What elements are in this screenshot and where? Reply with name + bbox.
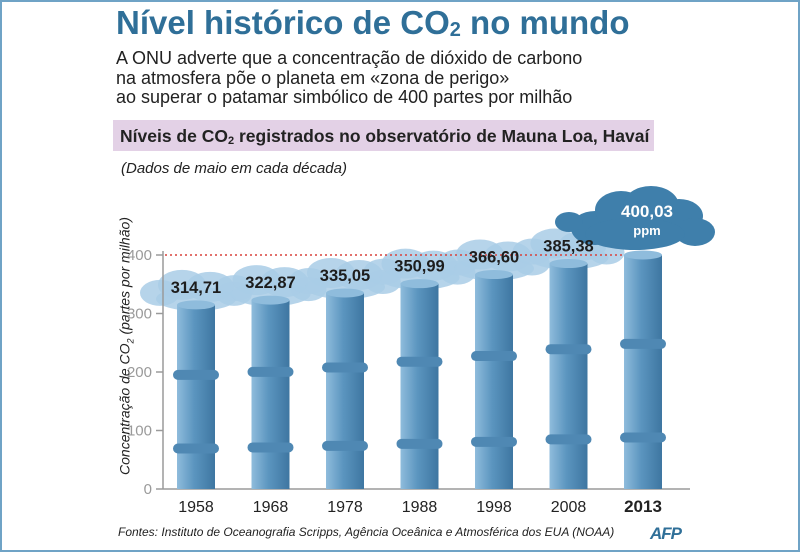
bar	[475, 274, 513, 489]
bar-layer	[173, 250, 666, 489]
bar-band	[247, 366, 294, 377]
y-tick-label: 400	[127, 247, 152, 264]
x-tick-label: 1958	[178, 499, 214, 516]
source-note: Fontes: Instituto de Oceanografia Scripp…	[118, 525, 615, 539]
y-tick-label: 300	[127, 306, 152, 323]
bar-band	[471, 436, 517, 447]
data-label: 350,99	[394, 258, 444, 276]
bar-cap	[177, 300, 215, 310]
subtitle-line: A ONU adverte que a concentração de dióx…	[116, 48, 583, 68]
bar-band	[173, 443, 219, 454]
data-label: 314,71	[171, 279, 221, 297]
data-label-unit: ppm	[633, 223, 660, 238]
x-tick-label: 1978	[327, 499, 363, 516]
cloud-puff	[528, 245, 609, 270]
bar	[326, 292, 364, 489]
bar	[549, 263, 588, 489]
cloud-puff	[230, 282, 311, 307]
data-label: 322,87	[245, 274, 295, 292]
data-note: (Dados de maio em cada década)	[121, 160, 347, 177]
cloud-puff	[305, 274, 385, 299]
bar-band	[545, 434, 592, 445]
bar-band	[396, 438, 443, 449]
cloud-puff	[555, 212, 583, 232]
bar-cap	[326, 288, 364, 298]
x-axis: 1958 1968 1978 1988 1998 2008 2013	[178, 497, 662, 516]
subtitle-line: ao superar o patamar simbólico de 400 pa…	[116, 87, 573, 107]
x-tick-label: 2008	[551, 499, 587, 516]
bar-band	[247, 442, 294, 453]
y-tick-label: 200	[127, 364, 152, 381]
cloud-puff	[454, 256, 534, 281]
cloud-puff	[379, 265, 460, 290]
bar-cap	[251, 295, 290, 305]
x-tick-label: 1988	[402, 499, 438, 516]
data-label: 335,05	[320, 267, 370, 285]
cloud-layer	[140, 186, 715, 311]
cloud-puff	[585, 218, 685, 250]
afp-logo: AFP	[650, 524, 682, 543]
data-label: 400,03	[621, 202, 673, 221]
bar-cap	[549, 259, 588, 269]
bar-cap	[475, 270, 513, 280]
bar-band	[322, 362, 368, 373]
data-label: 385,38	[543, 238, 593, 256]
page-title: Nível histórico de CO2 no mundo	[116, 4, 630, 41]
cloud-puff	[675, 218, 715, 246]
data-label: 366,60	[469, 249, 519, 267]
bar-cap	[624, 250, 662, 260]
section-heading: Níveis de CO2 registrados no observatóri…	[120, 126, 650, 147]
bar-band	[173, 369, 219, 380]
y-tick-label: 0	[144, 481, 152, 498]
x-tick-label: 2013	[624, 497, 662, 516]
x-tick-label: 1998	[476, 499, 512, 516]
bar	[251, 300, 290, 489]
section-band	[113, 120, 654, 151]
bar-band	[620, 338, 666, 349]
bar-band	[620, 432, 666, 443]
bar-band	[545, 344, 592, 355]
subtitle: A ONU adverte que a concentração de dióx…	[116, 48, 716, 108]
bar-band	[471, 351, 517, 362]
y-tick-label: 100	[127, 423, 152, 440]
bar	[624, 254, 662, 489]
bar-band	[322, 440, 368, 451]
bar	[177, 304, 215, 489]
bar-cap	[400, 279, 439, 289]
x-tick-label: 1968	[253, 499, 289, 516]
subtitle-line: na atmosfera põe o planeta em «zona de p…	[116, 67, 510, 88]
bar	[400, 283, 439, 489]
value-label-layer: 314,71 322,87 335,05 350,99 366,60 385,38 400,…	[171, 202, 673, 297]
bar-band	[396, 356, 443, 367]
